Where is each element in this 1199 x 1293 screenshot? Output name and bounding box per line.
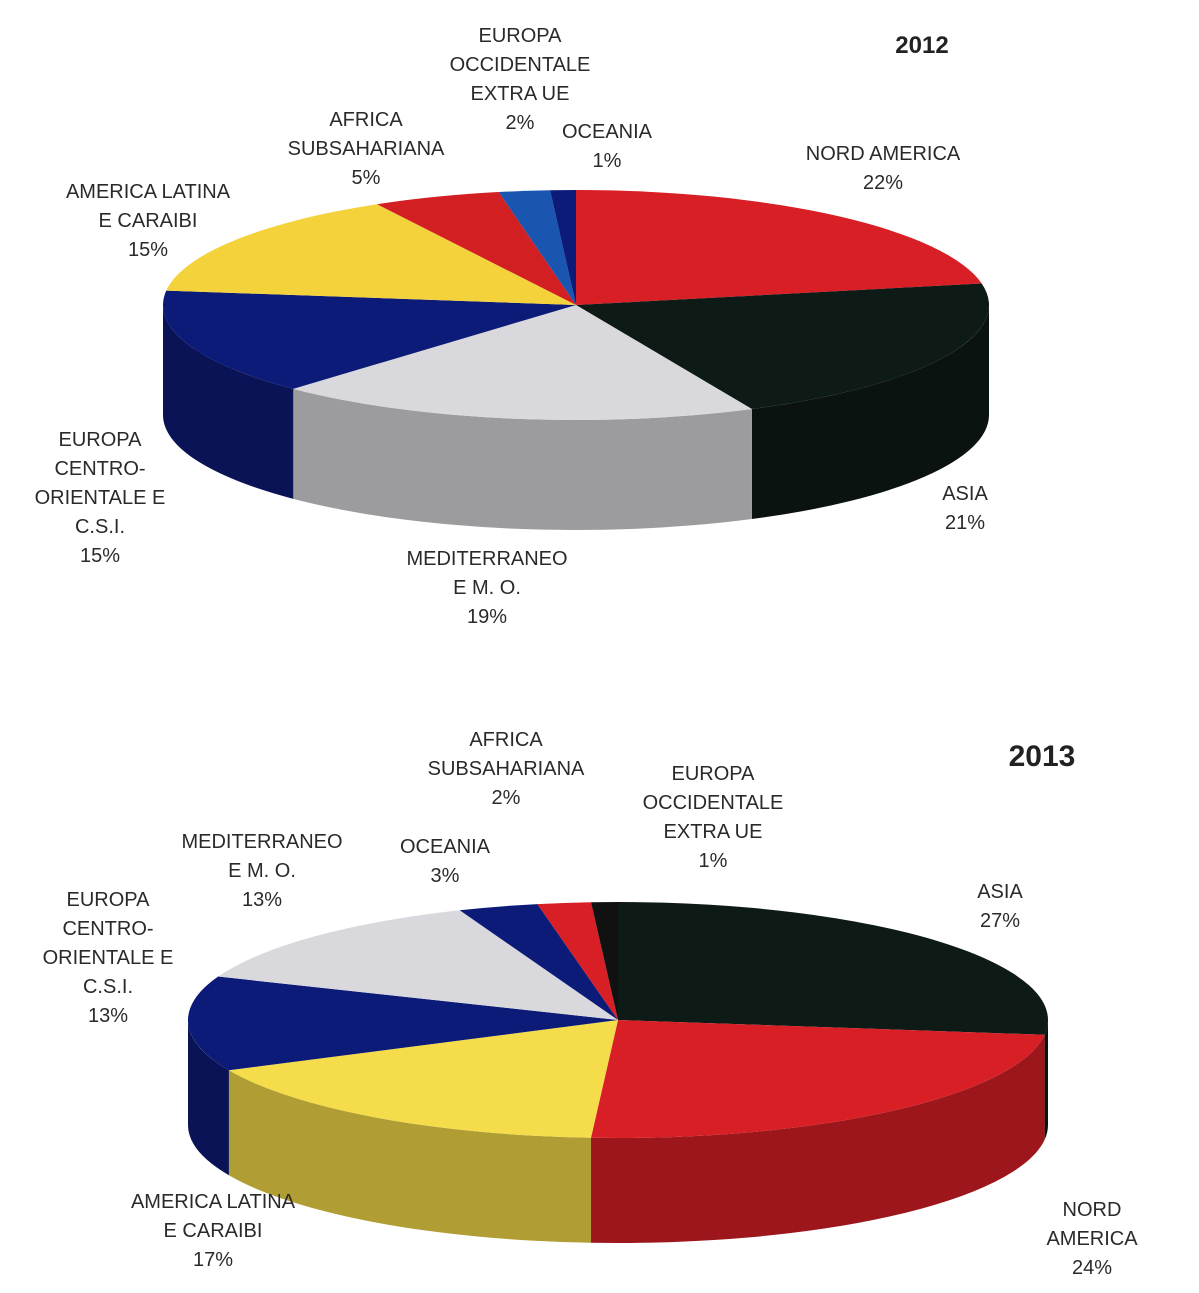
slice [618,902,1049,1035]
slice [537,902,618,1020]
slice [187,976,618,1071]
slice-label: AMERICA LATINA E CARAIBI 15% [66,178,230,265]
category-label: NORD AMERICA [1046,1199,1138,1250]
slice-label: EUROPA CENTRO- ORIENTALE E C.S.I. 13% [43,886,174,1031]
slice-label: ASIA 21% [942,480,988,538]
category-label: AFRICA SUBSAHARIANA [427,729,585,780]
slice-side [751,305,989,520]
slice-label: ASIA 27% [977,878,1023,936]
slice-side [163,305,294,499]
slice [218,910,618,1020]
slice-label: EUROPA CENTRO- ORIENTALE E C.S.I. 15% [35,426,166,571]
category-label: AMERICA LATINA E CARAIBI [65,181,231,232]
value-label: 27% [979,910,1021,932]
value-label: 22% [862,172,904,194]
slice [576,190,982,305]
value-label: 2% [491,787,521,809]
slice-label: AMERICA LATINA E CARAIBI 17% [131,1188,295,1275]
category-label: ASIA [942,483,988,505]
slice-side [188,1020,229,1176]
value-label: 19% [466,606,508,628]
slice-label: MEDITERRANEO E M. O. 13% [181,828,342,915]
slice-side [293,388,752,530]
value-label: 2% [505,112,535,134]
slice-label: AFRICA SUBSAHARIANA 2% [428,726,585,813]
slice-side [591,1034,1045,1243]
value-label: 15% [127,239,169,261]
slice-label: OCEANIA 1% [562,118,652,176]
slice-side [1044,1020,1048,1140]
value-label: 15% [79,545,121,567]
value-label: 21% [944,512,986,534]
slice-label: EUROPA OCCIDENTALE EXTRA UE 2% [450,22,591,138]
slice-label: MEDITERRANEO E M. O. 19% [406,545,567,632]
slice [377,192,576,305]
slice-label: EUROPA OCCIDENTALE EXTRA UE 1% [643,760,784,876]
slice [591,902,618,1020]
category-label: MEDITERRANEO E M. O. [406,548,568,599]
value-label: 1% [592,150,622,172]
category-label: EUROPA CENTRO- ORIENTALE E C.S.I. [42,889,174,998]
category-label: AFRICA SUBSAHARIANA [287,109,445,160]
slice [459,904,618,1020]
category-label: MEDITERRANEO E M. O. [181,831,343,882]
slice [576,283,990,410]
value-label: 24% [1071,1257,1113,1279]
slice [162,290,576,389]
slice-label: NORD AMERICA 22% [806,140,960,198]
category-label: EUROPA OCCIDENTALE EXTRA UE [642,763,784,843]
slice [591,1020,1045,1139]
category-label: EUROPA CENTRO- ORIENTALE E C.S.I. [34,429,166,538]
value-label: 5% [351,167,381,189]
chart-title: 2013 [1008,740,1076,773]
slice [293,305,752,420]
slice [550,190,576,305]
value-label: 13% [87,1005,129,1027]
slice [228,1020,618,1138]
category-label: EUROPA OCCIDENTALE EXTRA UE [449,25,591,105]
slice [166,204,576,305]
slice-label: AFRICA SUBSAHARIANA 5% [288,106,445,193]
category-label: OCEANIA [561,121,653,143]
category-label: NORD AMERICA [805,143,961,165]
category-label: AMERICA LATINA E CARAIBI [130,1191,296,1242]
category-label: OCEANIA [399,836,491,858]
category-label: ASIA [977,881,1023,903]
chart-title: 2012 [895,32,949,59]
slice-side [228,1070,592,1243]
value-label: 17% [192,1249,234,1271]
slice [498,190,576,305]
value-label: 1% [698,850,728,872]
value-label: 3% [430,865,460,887]
slice-label: NORD AMERICA 24% [1039,1196,1146,1283]
value-label: 13% [241,889,283,911]
slice-label: OCEANIA 3% [400,833,490,891]
